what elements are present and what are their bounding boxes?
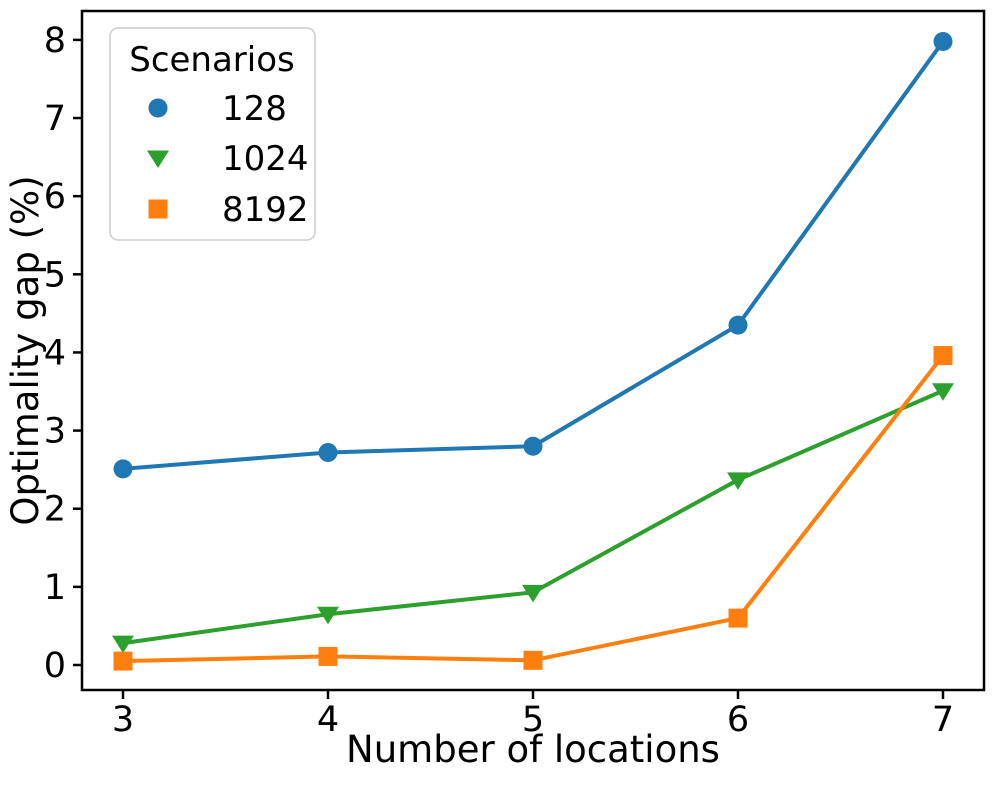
x-axis-tick-label: 3 (112, 700, 134, 740)
data-marker-8192 (318, 646, 338, 666)
y-axis-tick-label: 2 (44, 490, 66, 530)
x-axis-label: Number of locations (346, 728, 720, 771)
data-marker-1024 (522, 584, 544, 603)
y-axis-tick-label: 8 (44, 21, 66, 61)
legend-title: Scenarios (129, 40, 295, 80)
legend-marker-128 (148, 98, 168, 118)
series-128 (113, 31, 953, 479)
legend-marker-1024 (147, 150, 169, 168)
y-axis-tick-label: 3 (44, 412, 66, 452)
data-marker-1024 (317, 606, 339, 625)
legend: Scenarios 128 1024 8192 (109, 27, 316, 241)
y-axis-tick-label: 6 (44, 177, 66, 217)
legend-item-1024: 1024 (147, 139, 309, 179)
legend-box (109, 27, 316, 241)
data-marker-128 (728, 315, 748, 335)
x-axis-tick-label: 4 (317, 700, 339, 740)
legend-marker-8192 (148, 199, 168, 219)
legend-label-8192: 8192 (222, 190, 309, 230)
x-axis-tick-label: 7 (932, 700, 954, 740)
data-marker-128 (113, 459, 133, 479)
y-axis-tick-label: 0 (44, 646, 66, 686)
series-8192 (113, 346, 953, 671)
legend-item-8192: 8192 (148, 190, 309, 230)
legend-label-128: 128 (222, 89, 287, 129)
y-axis-tick-label: 7 (44, 99, 66, 139)
legend-label-1024: 1024 (222, 139, 309, 179)
data-marker-128 (318, 442, 338, 462)
data-marker-8192 (728, 608, 748, 628)
data-marker-8192 (113, 651, 133, 671)
data-marker-8192 (523, 650, 543, 670)
axes-frame (80, 9, 986, 692)
data-marker-1024 (932, 383, 954, 401)
series-1024 (112, 383, 954, 654)
data-marker-8192 (933, 346, 953, 366)
y-axis-tick-label: 5 (44, 255, 66, 295)
data-marker-1024 (727, 472, 749, 490)
y-axis-tick-label: 4 (44, 333, 66, 373)
data-marker-1024 (112, 635, 134, 654)
y-axis-label: Optimality gap (%) (4, 175, 47, 525)
data-marker-128 (933, 31, 953, 51)
legend-item-128: 128 (148, 89, 287, 129)
x-axis-tick-label: 6 (727, 700, 749, 740)
y-axis-tick-label: 1 (44, 568, 66, 608)
x-axis-tick-label: 5 (522, 700, 544, 740)
data-marker-128 (523, 436, 543, 456)
